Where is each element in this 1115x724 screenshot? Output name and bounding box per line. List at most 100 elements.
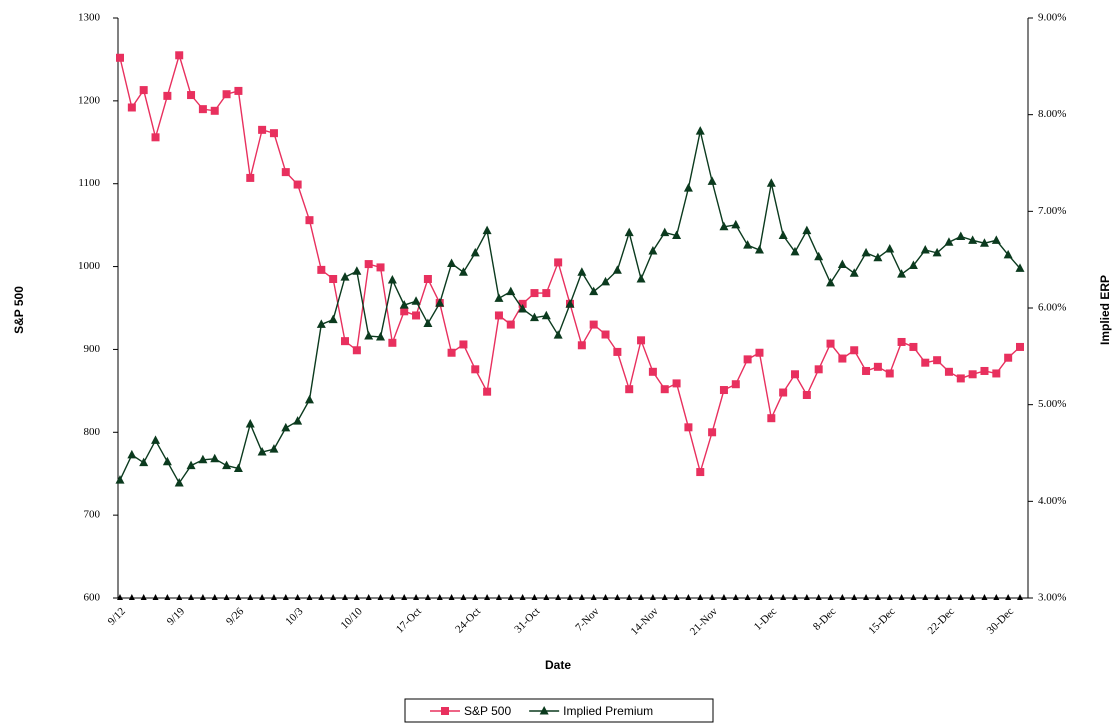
x-axis-marker xyxy=(495,594,502,600)
x-axis-marker xyxy=(578,594,585,600)
y-tick-label: 1100 xyxy=(78,177,100,189)
x-axis-marker xyxy=(886,594,893,600)
data-point xyxy=(837,259,847,268)
data-point xyxy=(826,277,836,287)
data-point xyxy=(198,454,208,464)
x-axis-marker xyxy=(685,594,692,600)
x-tick-label: 8-Dec xyxy=(811,605,839,633)
data-point xyxy=(991,235,1001,244)
data-point xyxy=(317,265,326,274)
data-point xyxy=(944,367,953,376)
data-point xyxy=(329,275,338,283)
data-point xyxy=(968,370,977,379)
data-point xyxy=(210,453,220,463)
y-tick-label: 600 xyxy=(84,592,101,604)
data-point xyxy=(506,286,516,296)
x-axis-marker xyxy=(211,594,218,600)
series-line xyxy=(119,52,1021,475)
data-point xyxy=(1015,263,1025,272)
data-point xyxy=(932,247,942,257)
data-point xyxy=(968,235,978,244)
x-axis-marker xyxy=(626,594,633,600)
x-axis-marker xyxy=(590,594,597,600)
data-point xyxy=(530,289,539,298)
data-point xyxy=(814,365,823,374)
data-point xyxy=(779,388,788,397)
x-axis-marker xyxy=(732,594,739,600)
data-point xyxy=(766,178,776,187)
x-axis-marker xyxy=(898,594,905,600)
data-point xyxy=(304,394,314,404)
data-point xyxy=(672,379,681,388)
x-axis-marker xyxy=(460,594,467,600)
data-point xyxy=(624,227,634,237)
data-point xyxy=(163,91,172,100)
x-tick-label: 9/12 xyxy=(106,605,128,627)
legend-label: Implied Premium xyxy=(563,704,653,718)
x-axis-marker xyxy=(922,594,929,600)
data-point xyxy=(743,240,753,249)
data-point xyxy=(281,422,291,432)
data-point xyxy=(565,299,575,308)
data-point xyxy=(246,173,255,182)
data-point xyxy=(719,221,729,231)
x-axis-marker xyxy=(436,594,443,600)
data-point xyxy=(222,460,232,470)
data-point xyxy=(222,90,231,99)
data-point xyxy=(269,444,279,453)
x-axis-marker xyxy=(863,594,870,600)
data-point xyxy=(554,258,563,267)
data-point xyxy=(518,299,527,308)
data-point xyxy=(696,468,705,477)
data-point xyxy=(162,456,172,466)
x-axis-marker xyxy=(815,594,822,600)
data-point xyxy=(316,319,326,328)
x-axis-marker xyxy=(507,594,514,600)
data-point xyxy=(589,286,599,296)
data-point xyxy=(612,265,622,274)
data-point xyxy=(387,274,397,284)
y-tick-label: 700 xyxy=(84,509,101,521)
data-point xyxy=(979,238,989,247)
y-axis-title: S&P 500 xyxy=(12,286,26,334)
data-point xyxy=(601,330,610,339)
data-point xyxy=(873,362,882,371)
data-point xyxy=(471,365,480,374)
data-point xyxy=(921,358,930,367)
data-point xyxy=(187,91,196,100)
x-axis-marker xyxy=(851,594,858,600)
x-axis-marker xyxy=(318,594,325,600)
x-axis-marker xyxy=(401,594,408,600)
x-axis-marker xyxy=(697,594,704,600)
data-point xyxy=(920,245,930,254)
legend-marker xyxy=(539,706,549,715)
y2-tick-label: 3.00% xyxy=(1038,592,1066,604)
x-tick-label: 22-Dec xyxy=(925,605,956,636)
data-point xyxy=(731,380,740,389)
data-point xyxy=(459,340,468,349)
x-axis-marker xyxy=(282,594,289,600)
x-axis-marker xyxy=(1017,594,1023,600)
data-point xyxy=(529,312,539,322)
x-tick-label: 9/19 xyxy=(165,605,188,628)
data-point xyxy=(636,274,646,283)
x-tick-label: 15-Dec xyxy=(866,605,897,636)
data-point xyxy=(980,366,989,375)
x-axis-marker xyxy=(424,594,431,600)
data-point xyxy=(233,463,243,472)
data-point xyxy=(376,263,385,272)
data-point xyxy=(778,230,788,239)
x-tick-label: 9/26 xyxy=(224,605,247,628)
y2-tick-label: 7.00% xyxy=(1038,205,1066,217)
y-tick-label: 800 xyxy=(84,426,101,438)
data-point xyxy=(601,276,611,286)
data-point xyxy=(234,86,243,95)
x-axis-marker xyxy=(969,594,976,600)
data-point xyxy=(553,330,563,339)
x-tick-label: 10/3 xyxy=(283,605,306,628)
x-axis-marker xyxy=(377,594,384,600)
data-point xyxy=(791,370,799,379)
data-point xyxy=(944,237,954,246)
